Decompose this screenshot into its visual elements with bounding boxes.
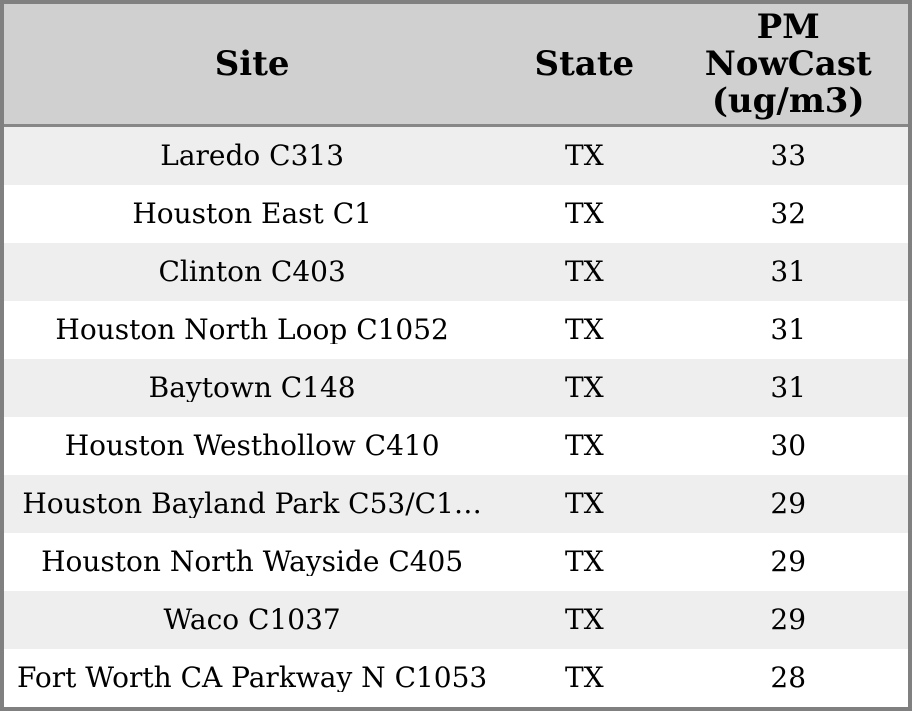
pm-nowcast-cell: 31: [770, 258, 807, 286]
pm-nowcast-cell: 32: [770, 200, 807, 228]
table-row: Baytown C148 TX 31: [4, 359, 908, 417]
column-header-pm-nowcast-label: PM NowCast (ug/m3): [704, 6, 872, 121]
site-cell: Baytown C148: [148, 374, 356, 402]
table-row: Houston North Loop C1052 TX 31: [4, 301, 908, 359]
state-cell: TX: [565, 664, 604, 692]
site-cell: Fort Worth CA Parkway N C1053: [17, 664, 488, 692]
site-cell: Laredo C313: [160, 142, 345, 170]
column-header-pm-nowcast: PM NowCast (ug/m3): [668, 6, 908, 121]
state-cell: TX: [565, 432, 604, 460]
site-cell: Waco C1037: [163, 606, 341, 634]
site-cell: Houston Westhollow C410: [64, 432, 440, 460]
column-header-state: State: [500, 43, 668, 84]
pm-nowcast-cell: 30: [770, 432, 807, 460]
column-header-site-label: Site: [214, 43, 290, 84]
pm-nowcast-cell: 31: [770, 316, 807, 344]
site-cell: Houston North Wayside C405: [41, 548, 464, 576]
state-cell: TX: [565, 316, 604, 344]
table-row: Clinton C403 TX 31: [4, 243, 908, 301]
table-header-row: Site State PM NowCast (ug/m3): [4, 4, 908, 127]
column-header-site: Site: [4, 43, 500, 84]
table-row: Houston Bayland Park C53/C1… TX 29: [4, 475, 908, 533]
pm-nowcast-cell: 29: [770, 606, 807, 634]
site-cell: Houston East C1: [132, 200, 372, 228]
state-cell: TX: [565, 606, 604, 634]
state-cell: TX: [565, 142, 604, 170]
table-row: Laredo C313 TX 33: [4, 127, 908, 185]
table-row: Houston East C1 TX 32: [4, 185, 908, 243]
table-row: Houston North Wayside C405 TX 29: [4, 533, 908, 591]
table-row: Houston Westhollow C410 TX 30: [4, 417, 908, 475]
pm-nowcast-cell: 29: [770, 548, 807, 576]
site-cell: Houston Bayland Park C53/C1…: [22, 490, 482, 518]
table-row: Waco C1037 TX 29: [4, 591, 908, 649]
site-cell: Houston North Loop C1052: [55, 316, 449, 344]
pm-nowcast-cell: 29: [770, 490, 807, 518]
site-cell: Clinton C403: [158, 258, 346, 286]
column-header-state-label: State: [534, 43, 635, 84]
state-cell: TX: [565, 374, 604, 402]
pm-nowcast-cell: 31: [770, 374, 807, 402]
state-cell: TX: [565, 258, 604, 286]
state-cell: TX: [565, 490, 604, 518]
state-cell: TX: [565, 548, 604, 576]
table-row: Fort Worth CA Parkway N C1053 TX 28: [4, 649, 908, 707]
state-cell: TX: [565, 200, 604, 228]
table-body: Laredo C313 TX 33 Houston East C1 TX 32 …: [4, 127, 908, 707]
pm-nowcast-cell: 33: [770, 142, 807, 170]
pm-nowcast-cell: 28: [770, 664, 807, 692]
